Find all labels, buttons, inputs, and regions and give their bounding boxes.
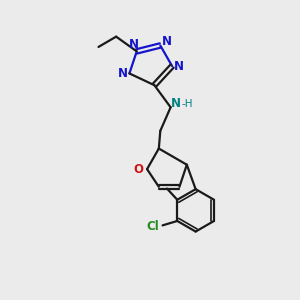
- Text: Cl: Cl: [146, 220, 159, 233]
- Text: N: N: [162, 34, 172, 48]
- Text: O: O: [134, 163, 144, 176]
- Text: N: N: [118, 67, 128, 80]
- Text: N: N: [174, 60, 184, 73]
- Text: N: N: [171, 97, 181, 110]
- Text: N: N: [129, 38, 139, 51]
- Text: -H: -H: [181, 99, 193, 109]
